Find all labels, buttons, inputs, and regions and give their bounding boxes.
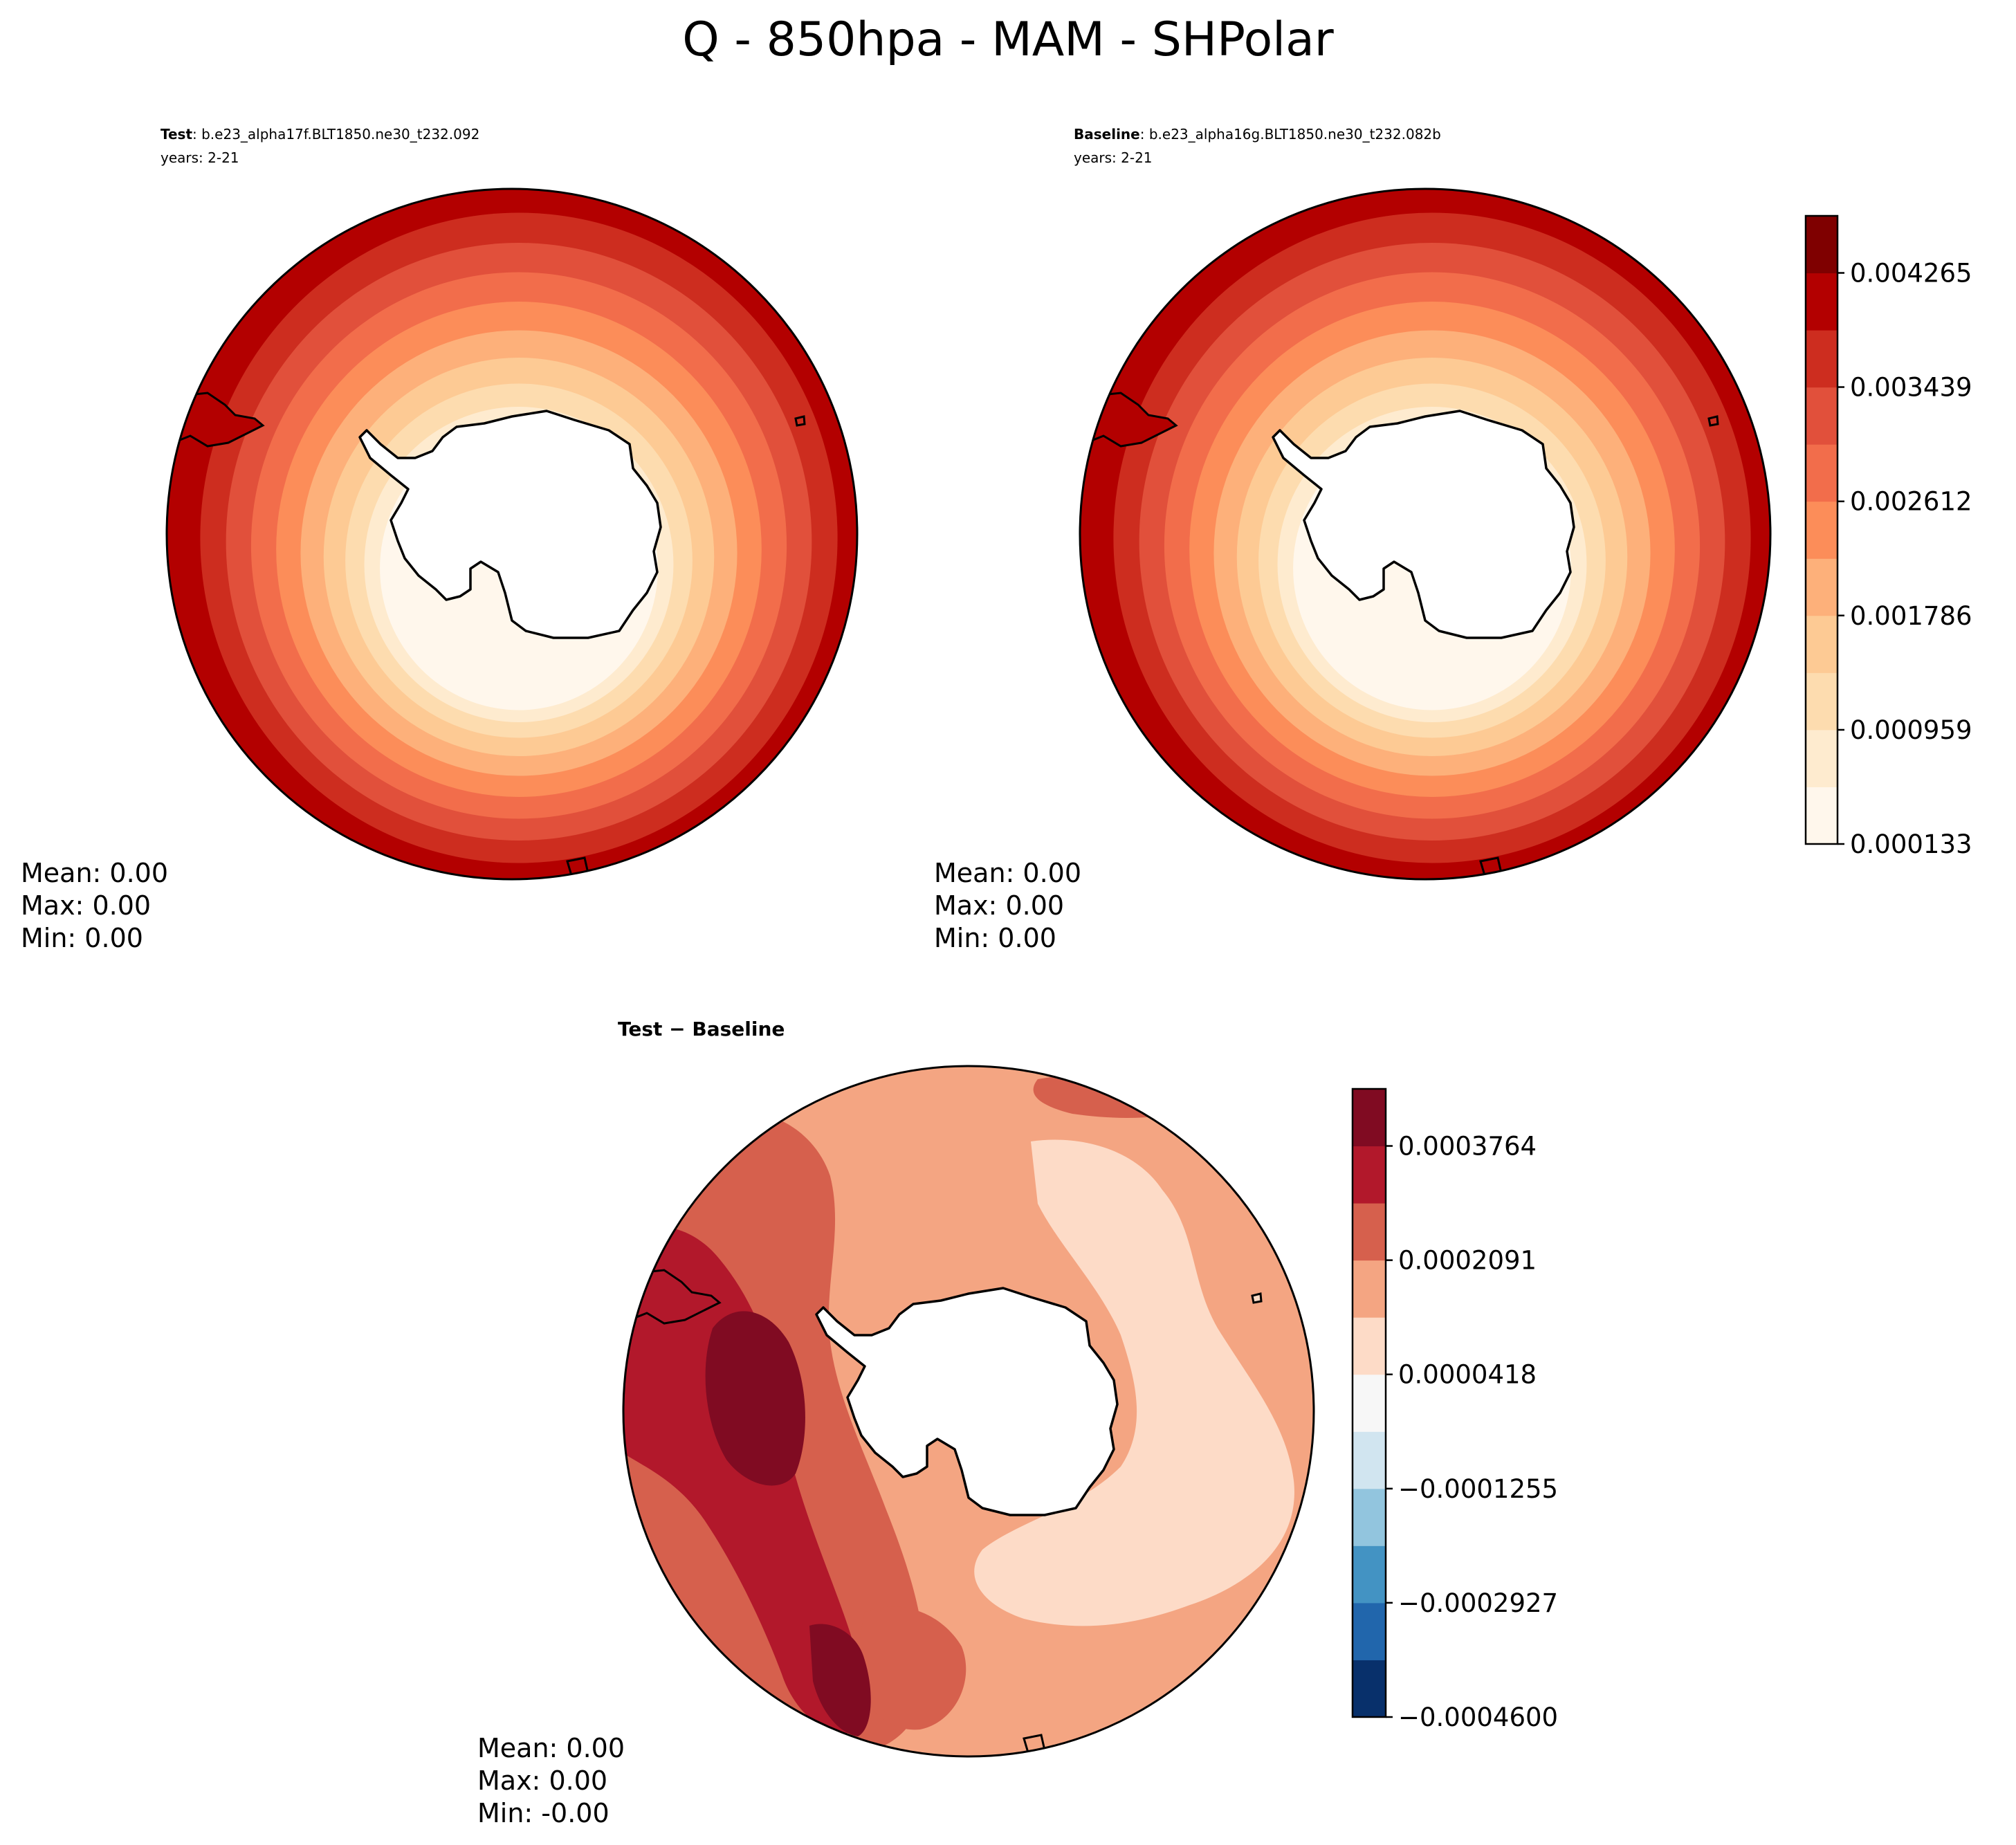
colorbar-diff-swatch-4 [1353,1431,1386,1489]
colorbar-diff-swatch-8 [1353,1203,1386,1261]
panel-test-label-bold: Test [161,126,192,143]
panel-baseline-years: years: 2-21 [1074,149,1153,166]
colorbar-q-swatch-10 [1806,216,1838,274]
test-island-small [794,415,806,427]
diff-island-nz [1023,1734,1046,1756]
diff-band-max-2 [809,1624,871,1736]
panel-test: Test: b.e23_alpha17f.BLT1850.ne30_t232.0… [21,126,859,953]
colorbar-q-tick-label: 0.000133 [1850,829,1972,859]
colorbar-diff-tick-label: 0.0000418 [1398,1360,1537,1390]
colorbar-diff-tick-label: 0.0002091 [1398,1246,1537,1276]
colorbar-q-swatch-4 [1806,558,1838,616]
colorbar-diff-swatch-7 [1353,1260,1386,1318]
colorbar-diff-swatch-6 [1353,1317,1386,1375]
panel-baseline-stat-max: Max: 0.00 [934,890,1064,921]
panel-test-stat-mean: Mean: 0.00 [21,858,168,888]
panel-baseline-label-rest: : b.e23_alpha16g.BLT1850.ne30_t232.082b [1140,126,1441,143]
panel-diff-label: Test − Baseline [618,1018,785,1040]
panel-test-label: Test: b.e23_alpha17f.BLT1850.ne30_t232.0… [161,126,479,143]
colorbar-diff: −0.0004600 −0.0002927 −0.0001255 0.0000418 0… [1351,1087,1558,1732]
diff-band-high [623,1227,866,1734]
colorbar-q-tick-label: 0.000959 [1850,715,1972,745]
panel-baseline-stat-mean: Mean: 0.00 [934,858,1081,888]
colorbar-diff-tick-label: −0.0001255 [1398,1474,1558,1504]
figure-title: Q - 850hpa - MAM - SHPolar [682,12,1333,67]
colorbar-q-swatch-3 [1806,615,1838,673]
colorbar-diff-tick-label: −0.0004600 [1398,1702,1558,1732]
colorbar-diff-tick-label: −0.0002927 [1398,1588,1558,1618]
diff-island-small [1251,1292,1263,1304]
colorbar-diff-frame [1351,1087,1387,1718]
diff-antarctica [815,1287,1119,1516]
colorbar-diff-tick-label: 0.0003764 [1398,1132,1537,1162]
panel-diff-stat-min: Min: -0.00 [477,1798,610,1828]
colorbar-diff-swatch-10 [1353,1089,1386,1147]
colorbar-q-tick-label: 0.002612 [1850,487,1972,517]
colorbar-q-swatch-9 [1806,273,1838,331]
colorbar-diff-swatch-2 [1353,1545,1386,1604]
diff-band-mid-s [854,1606,966,1730]
colorbar-q-swatch-1 [1806,729,1838,787]
test-map [167,189,857,879]
colorbar-q-swatch-5 [1806,501,1838,559]
panel-test-years: years: 2-21 [161,149,239,166]
diff-map [623,1066,1314,1756]
colorbar-diff-swatch-0 [1353,1660,1386,1718]
colorbar-q-tick-label: 0.003439 [1850,373,1972,403]
colorbar-q-swatch-2 [1806,672,1838,731]
panel-baseline-label: Baseline: b.e23_alpha16g.BLT1850.ne30_t2… [1074,126,1441,143]
colorbar-q-swatch-0 [1806,787,1838,845]
baseline-map-border [1079,187,1772,881]
colorbar-q-frame [1804,214,1839,845]
panel-baseline-stat-min: Min: 0.00 [934,923,1056,953]
diff-band-low [974,1139,1294,1626]
colorbar-diff-swatch-3 [1353,1488,1386,1546]
diff-map-border [622,1065,1315,1758]
colorbar-diff-swatch-9 [1353,1146,1386,1204]
colorbar-q-swatch-6 [1806,444,1838,502]
colorbar-q-swatch-7 [1806,387,1838,445]
panel-test-label-rest: : b.e23_alpha17f.BLT1850.ne30_t232.092 [192,126,479,143]
panel-baseline-label-bold: Baseline [1074,126,1140,143]
test-map-border [165,187,859,881]
baseline-island-nz [1479,856,1503,879]
panel-diff-stat-mean: Mean: 0.00 [477,1733,625,1763]
panel-test-stat-max: Max: 0.00 [21,890,151,921]
colorbar-diff-swatch-1 [1353,1602,1386,1660]
colorbar-diff-swatch-5 [1353,1374,1386,1432]
baseline-map [1080,189,1770,879]
panel-baseline: Baseline: b.e23_alpha16g.BLT1850.ne30_t2… [934,126,1772,953]
colorbar-q-swatch-8 [1806,330,1838,388]
panel-diff: Test − Baseline Mean: 0.00 Max: 0.00 Min… [477,1018,1315,1828]
baseline-island-small [1707,415,1719,427]
panel-diff-stat-max: Max: 0.00 [477,1765,607,1796]
colorbar-q: 0.000133 0.000959 0.001786 0.002612 0.003439… [1804,214,1972,859]
panel-test-stat-min: Min: 0.00 [21,923,143,953]
test-island-nz [566,856,589,879]
baseline-antarctica [1272,410,1575,639]
test-antarctica [358,410,662,639]
colorbar-q-tick-label: 0.001786 [1850,601,1972,631]
colorbar-q-tick-label: 0.004265 [1850,259,1972,288]
diff-band-max-1 [705,1311,805,1486]
